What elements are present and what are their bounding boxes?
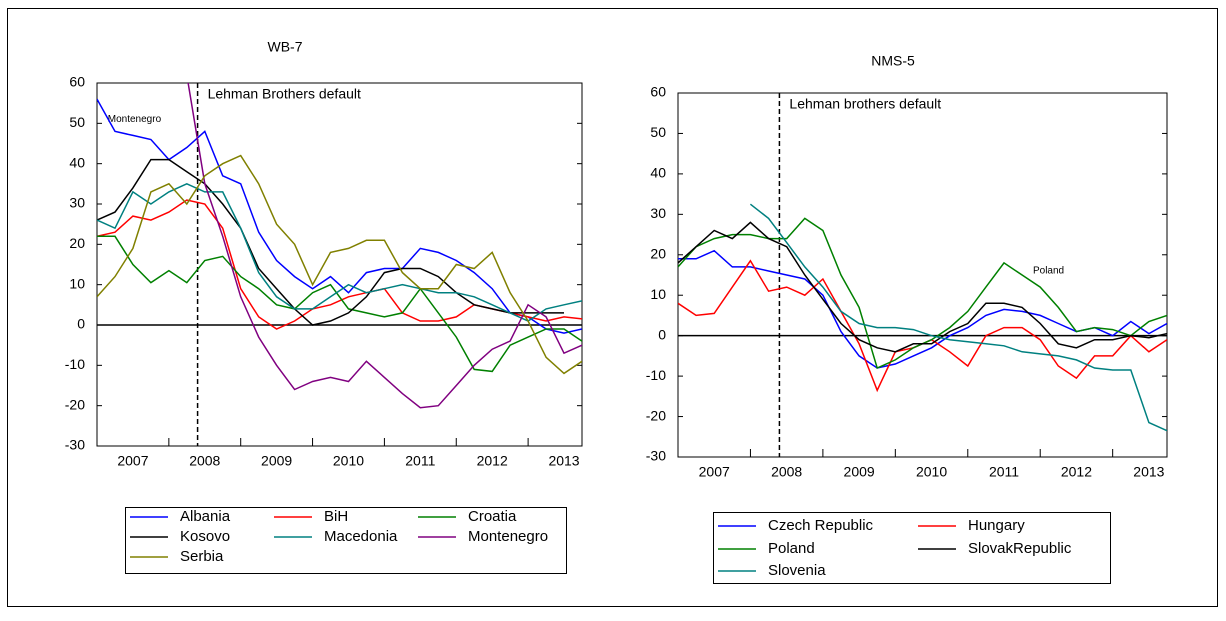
series-line [678,249,1167,369]
y-tick-label: 10 [650,286,666,302]
y-tick-label: 50 [69,114,85,130]
frame [7,8,1218,607]
series-line [97,199,582,330]
plot-area [677,92,1168,458]
series-line [678,259,1167,393]
y-tick-label: 0 [77,316,85,332]
legend-label: Montenegro [468,528,548,545]
plot-area [96,82,583,447]
y-tick-label: 40 [650,165,666,181]
series-line [97,235,582,373]
series-line [678,217,1167,370]
x-tick-label: 2008 [189,453,220,469]
event-label: Lehman brothers default [789,96,941,112]
legend-label: Albania [180,508,231,525]
x-tick-label: 2010 [333,453,364,469]
x-tick-label: 2010 [916,464,947,480]
series-line [749,203,1167,432]
legend-label: Czech Republic [768,517,874,534]
x-tick-label: 2007 [699,464,730,480]
annotation: Montenegro [108,114,162,125]
y-tick-label: -10 [646,367,666,383]
y-tick-label: 60 [650,84,666,100]
legend-label: Macedonia [324,528,398,545]
series-line [187,83,582,409]
legend-label: Poland [768,540,815,557]
legend-label: Croatia [468,508,517,525]
x-tick-label: 2011 [405,453,435,469]
y-tick-label: 0 [658,326,666,342]
series-line [97,154,582,375]
y-tick-label: 40 [69,154,85,170]
legend-label: Kosovo [180,528,230,545]
y-tick-label: -30 [65,437,85,453]
legend-label: Slovenia [768,562,826,579]
legend-label: Serbia [180,548,224,565]
x-tick-label: 2009 [261,453,292,469]
y-tick-label: 30 [650,205,666,221]
y-tick-label: -20 [646,407,666,423]
y-tick-label: 30 [69,195,85,211]
legend-box [125,507,567,574]
x-tick-label: 2011 [989,464,1019,480]
x-tick-label: 2012 [477,453,508,469]
legend-label: SlovakRepublic [968,540,1072,557]
chart-title: NMS-5 [871,53,915,69]
event-label: Lehman Brothers default [208,86,361,102]
x-tick-label: 2008 [771,464,802,480]
y-tick-label: 10 [69,275,85,291]
chart-title: WB-7 [268,39,303,55]
annotation: Poland [1033,266,1064,277]
x-tick-label: 2007 [117,453,148,469]
x-tick-label: 2009 [844,464,875,480]
y-tick-label: -20 [65,396,85,412]
legend-box [713,512,1111,584]
x-tick-label: 2013 [548,453,579,469]
x-tick-label: 2013 [1133,464,1164,480]
legend-label: Hungary [968,517,1025,534]
series-line [97,158,564,326]
y-tick-label: 50 [650,124,666,140]
y-tick-label: 20 [650,245,666,261]
series-line [97,98,582,334]
y-tick-label: 20 [69,235,85,251]
y-tick-label: 60 [69,74,85,90]
series-line [97,182,582,322]
y-tick-label: -30 [646,448,666,464]
x-tick-label: 2012 [1061,464,1092,480]
y-tick-label: -10 [65,356,85,372]
series-line [678,221,1167,353]
legend-label: BiH [324,508,348,525]
